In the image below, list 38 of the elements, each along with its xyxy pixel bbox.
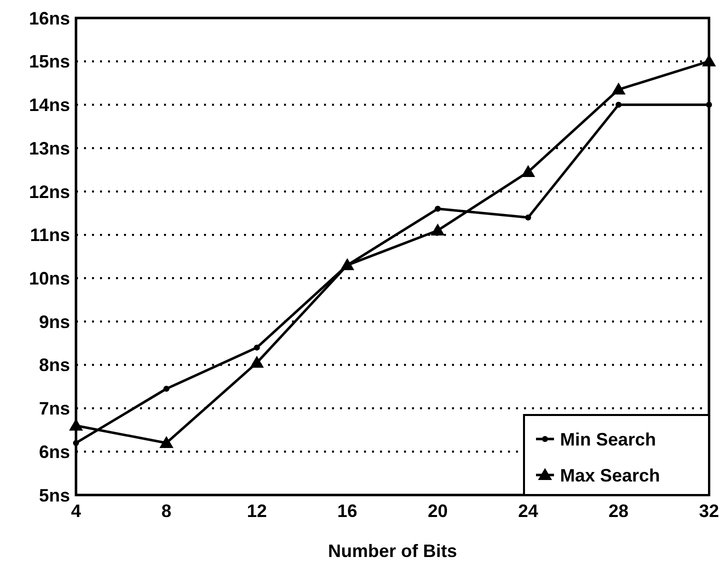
legend-label: Max Search	[560, 465, 660, 486]
x-tick-label: 12	[246, 501, 267, 521]
point	[73, 440, 79, 446]
point	[254, 344, 260, 351]
y-tick-label: 9ns	[38, 312, 70, 332]
point	[250, 356, 264, 368]
point	[612, 82, 626, 95]
y-tick-label: 15ns	[28, 52, 70, 72]
point	[521, 164, 536, 177]
x-tick-label: 28	[608, 501, 629, 521]
x-tick-label: 8	[161, 501, 172, 521]
point	[69, 418, 83, 431]
x-tick-label: 32	[698, 501, 720, 521]
x-axis-title: Number of Bits	[328, 541, 458, 561]
y-tick-label: 14ns	[28, 95, 70, 116]
point	[434, 206, 441, 212]
x-tick-label: 4	[70, 501, 82, 521]
point	[159, 436, 174, 448]
y-tick-label: 11ns	[30, 225, 70, 246]
y-tick-label: 16ns	[28, 8, 70, 28]
y-tick-label: 5ns	[38, 485, 70, 506]
y-tick-label: 7ns	[38, 398, 70, 419]
point	[340, 258, 354, 270]
x-tick-label: 24	[518, 501, 538, 521]
point	[702, 54, 716, 66]
y-tick-label: 8ns	[38, 355, 70, 376]
point	[706, 102, 712, 108]
y-tick-label: 13ns	[28, 138, 70, 158]
point	[616, 102, 622, 108]
legend-label: Min Search	[560, 429, 656, 450]
y-tick-label: 6ns	[38, 442, 70, 462]
point	[430, 223, 445, 236]
x-tick-label: 16	[337, 501, 358, 521]
x-tick-label: 20	[428, 501, 448, 521]
y-tick-label: 10ns	[28, 268, 70, 288]
y-tick-label: 12ns	[28, 182, 70, 202]
point	[525, 214, 532, 220]
point	[163, 386, 170, 392]
